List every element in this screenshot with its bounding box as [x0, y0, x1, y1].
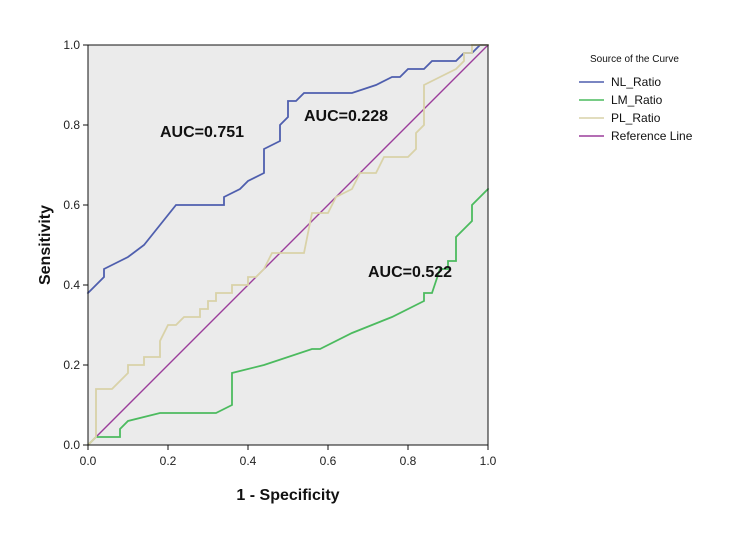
legend: Source of the Curve NL_Ratio LM_Ratio PL_R…	[579, 54, 693, 143]
x-tick-label: 0.2	[160, 454, 177, 468]
x-tick-label: 1.0	[480, 454, 497, 468]
y-tick-label: 0.8	[63, 118, 80, 132]
legend-title: Source of the Curve	[590, 54, 679, 65]
annotation-layer: AUC=0.751 AUC=0.228 AUC=0.522	[160, 108, 452, 281]
legend-items: NL_Ratio LM_Ratio PL_Ratio Reference Line	[579, 75, 693, 143]
nl-ratio-line	[86, 44, 489, 295]
tick-layer: 0.0 0.2 0.4 0.6 0.8 1.0 0.0 0.2 0.4 0.6 0.8 1.0	[63, 38, 496, 468]
legend-label-nl-ratio: NL_Ratio	[611, 75, 661, 89]
y-tick-label: 0.6	[63, 198, 80, 212]
x-tick-label: 0.4	[240, 454, 257, 468]
y-tick-label: 0.0	[63, 438, 80, 452]
reference-line-line	[87, 44, 489, 446]
y-tick-label: 1.0	[63, 38, 80, 52]
legend-label-lm-ratio: LM_Ratio	[611, 93, 663, 107]
pl-ratio-line	[86, 44, 489, 447]
x-tick-label: 0.8	[400, 454, 417, 468]
series-layer	[86, 44, 490, 447]
y-tick-label: 0.4	[63, 278, 80, 292]
auc-annotation: AUC=0.522	[368, 264, 452, 281]
y-tick-label: 0.2	[63, 358, 80, 372]
legend-label-reference-line: Reference Line	[611, 129, 693, 143]
plot-frame	[87, 44, 489, 446]
reference-layer	[87, 44, 489, 446]
legend-label-pl-ratio: PL_Ratio	[611, 111, 661, 125]
auc-annotation: AUC=0.228	[304, 108, 388, 125]
y-axis-title: Sensitivity	[37, 205, 54, 285]
lm-ratio-line	[86, 187, 490, 447]
x-axis-title: 1 - Specificity	[236, 487, 339, 504]
x-tick-label: 0.6	[320, 454, 337, 468]
x-tick-label: 0.0	[80, 454, 97, 468]
auc-annotation: AUC=0.751	[160, 124, 244, 141]
